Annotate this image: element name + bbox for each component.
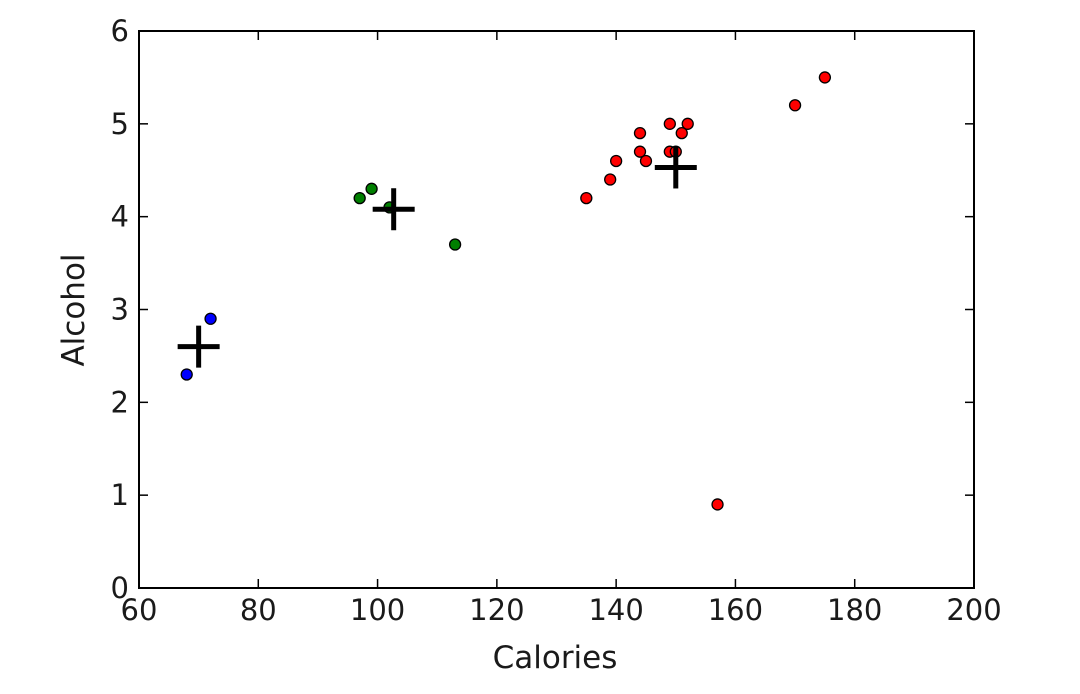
- cluster-red-point: [609, 154, 623, 168]
- y-tick-label: 5: [111, 107, 129, 141]
- cluster-red-point: [788, 99, 802, 112]
- cluster-blue-point: [180, 368, 193, 381]
- y-tick-label: 2: [111, 385, 129, 419]
- cluster-red-point: [663, 117, 676, 130]
- x-tick-label: 60: [121, 593, 158, 627]
- x-axis-label: Calories: [493, 640, 618, 676]
- y-axis-label: Alcohol: [56, 253, 92, 366]
- x-tick-label: 140: [588, 593, 643, 627]
- x-tick-label: 80: [240, 593, 277, 627]
- y-tick-label: 1: [111, 478, 129, 512]
- cluster-red-point: [675, 126, 688, 140]
- cluster-green-point: [448, 238, 462, 251]
- cluster-green-point: [365, 182, 378, 195]
- y-tick-label: 0: [111, 571, 129, 605]
- cluster-red-point: [818, 71, 832, 84]
- cluster-red-point: [633, 126, 647, 140]
- cluster-blue-point: [204, 312, 217, 325]
- y-tick-label: 4: [111, 200, 129, 234]
- cluster-red-point: [633, 145, 647, 158]
- cluster-red-point: [639, 154, 653, 168]
- cluster-red-point: [604, 173, 617, 186]
- cluster-red-point: [681, 117, 694, 130]
- x-tick-label: 180: [827, 593, 882, 627]
- x-tick-label: 120: [469, 593, 524, 627]
- x-tick-label: 160: [708, 593, 763, 627]
- cluster-green-point: [353, 191, 366, 205]
- x-tick-label: 200: [946, 593, 1001, 627]
- x-tick-label: 100: [350, 593, 405, 627]
- plot-area: 60 80 100 120 140 160 180 200 0 1 2 3 4 5 6: [111, 14, 1002, 627]
- cluster-red-point: [580, 191, 593, 205]
- cluster-red-point: [711, 498, 724, 511]
- y-tick-label: 6: [111, 14, 129, 48]
- y-tick-label: 3: [111, 293, 129, 327]
